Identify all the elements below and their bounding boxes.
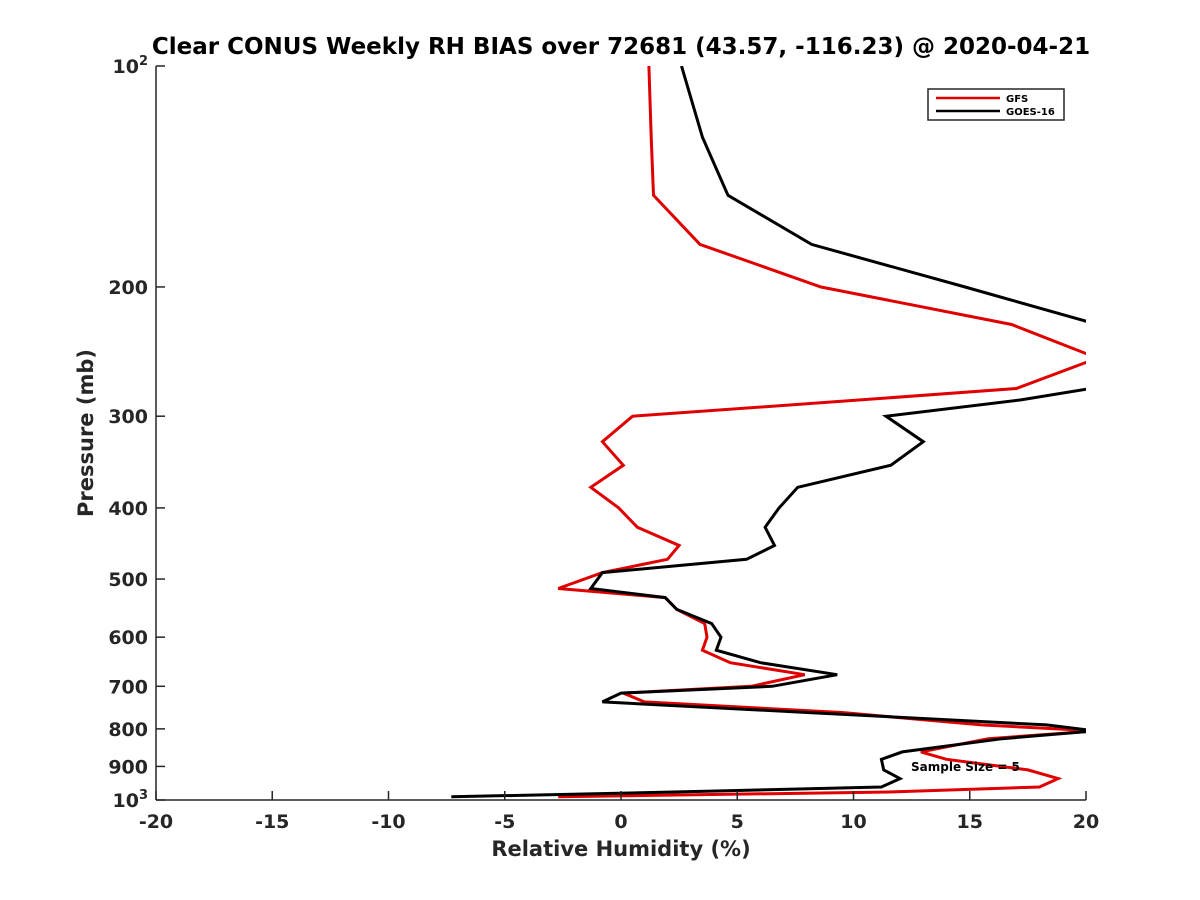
y-tick-label: 900 [108, 756, 148, 778]
y-axis-title: Pressure (mb) [74, 349, 98, 517]
chart-title: Clear CONUS Weekly RH BIAS over 72681 (4… [152, 34, 1090, 60]
legend-box [927, 88, 1065, 121]
y-tick-label: 102 [113, 54, 149, 78]
y-tick-label: 200 [108, 277, 148, 299]
x-tick-label: -10 [371, 811, 405, 833]
x-tick-label: 5 [731, 811, 744, 833]
x-tick-label: -5 [494, 811, 515, 833]
axes [155, 66, 1086, 801]
x-tick-label: 0 [614, 811, 627, 833]
x-tick-label: -20 [139, 811, 173, 833]
x-tick-label: 20 [1073, 811, 1099, 833]
y-tick-label: 600 [108, 627, 148, 649]
legend-label-gfs: GFS [1006, 94, 1028, 105]
x-tick-label: 15 [957, 811, 983, 833]
y-tick-label: 800 [108, 719, 148, 741]
series-line-goes-16 [451, 66, 1086, 799]
x-axis-title: Relative Humidity (%) [491, 837, 750, 861]
legend-label-goes-16: GOES-16 [1006, 107, 1055, 118]
y-tick-label: 103 [113, 788, 149, 812]
x-axis: -20 -15 -10 -5 0 5 10 15 20 [139, 791, 1099, 833]
legend: GFS GOES-16 [927, 88, 1065, 121]
x-tick-label: -15 [255, 811, 289, 833]
y-tick-label: 700 [108, 676, 148, 698]
sample-size-annotation: Sample Size = 5 [911, 760, 1020, 774]
y-tick-label: 500 [108, 569, 148, 591]
series-layer [451, 66, 1086, 799]
x-tick-label: 10 [840, 811, 866, 833]
y-tick-label: 400 [108, 498, 148, 520]
y-axis: 102 200 300 400 500 600 700 800 900 103 [108, 54, 165, 812]
series-line-gfs [557, 66, 1086, 799]
y-tick-label: 300 [108, 406, 148, 428]
